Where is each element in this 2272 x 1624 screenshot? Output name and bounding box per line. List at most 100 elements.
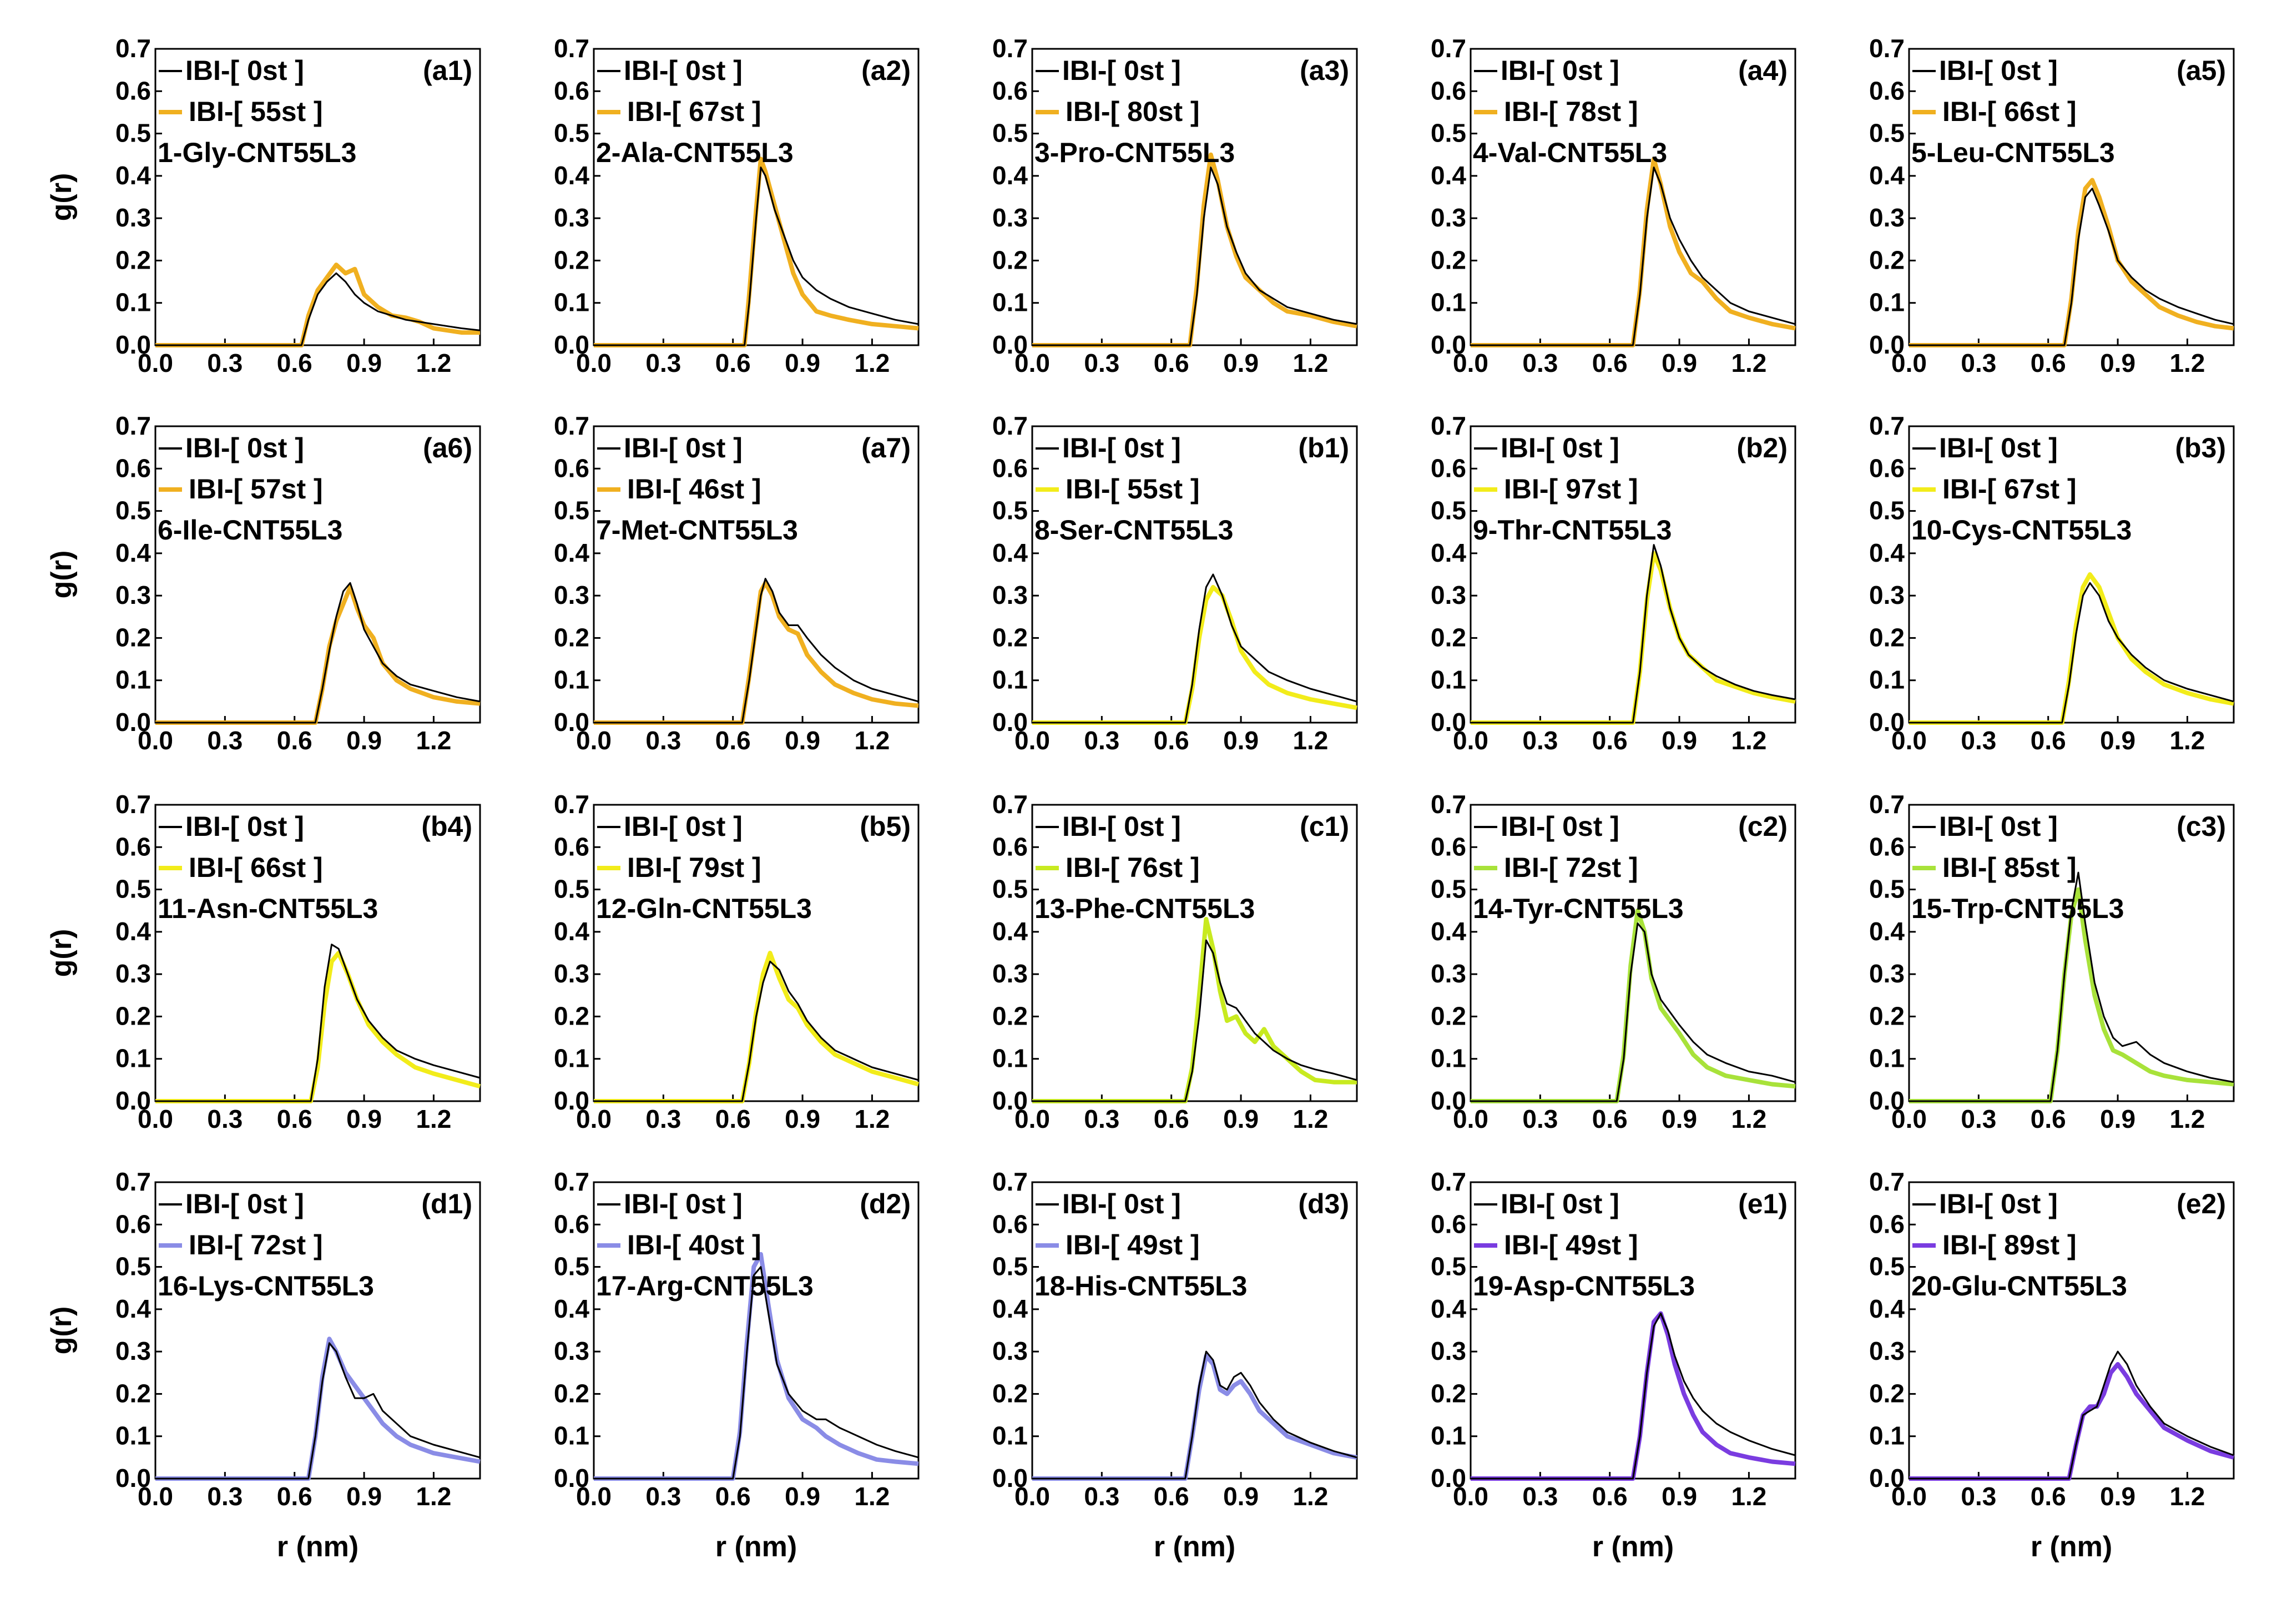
panel: 0.0 0.1 0.2 0.3 0.4 0.5 0.6 0.7 0.0 0.3 0.6 0.9 1.2 I… (992, 34, 1358, 377)
y-tick-label: 0.7 (992, 1167, 1028, 1196)
x-tick-label: 0.9 (2100, 726, 2135, 755)
y-tick-label: 0.0 (992, 330, 1028, 359)
y-tick-label: 0.2 (554, 623, 589, 652)
panel: 0.0 0.1 0.2 0.3 0.4 0.5 0.6 0.7 0.0 0.3 0.6 0.9 1.2 I… (46, 1167, 481, 1563)
x-tick-label: 1.2 (416, 349, 451, 377)
x-tick-label: 0.9 (2100, 349, 2135, 377)
y-tick-label: 0.2 (1869, 1379, 1905, 1408)
system-label: 15-Trp-CNT55L3 (1911, 893, 2124, 924)
y-tick-label: 0.5 (1431, 119, 1466, 148)
x-tick-label: 0.6 (715, 1104, 751, 1133)
x-tick-label: 0.0 (138, 1482, 173, 1511)
y-tick-label: 0.5 (992, 119, 1028, 148)
legend-label-ibi: IBI-[ 97st ] (1504, 473, 1638, 505)
x-tick-label: 0.6 (2031, 349, 2066, 377)
y-tick-label: 0.2 (992, 1001, 1028, 1030)
x-tick-label: 0.9 (346, 726, 382, 755)
x-tick-label: 0.3 (1084, 1104, 1119, 1133)
y-tick-label: 0.6 (1431, 1209, 1466, 1238)
y-tick-label: 0.7 (992, 790, 1028, 819)
plot-frame (593, 48, 920, 346)
ibi-series-line (1471, 551, 1796, 725)
y-tick-label: 0.5 (1431, 496, 1466, 525)
y-tick-label: 0.1 (115, 1421, 151, 1450)
y-tick-label: 0.2 (115, 1001, 151, 1030)
x-tick-label: 0.3 (1522, 1482, 1558, 1511)
reference-series-line (155, 1342, 481, 1480)
panel-tag: (a1) (423, 55, 472, 86)
reference-series-line (1032, 167, 1357, 346)
x-tick-label: 0.0 (138, 349, 173, 377)
plot-frame (154, 425, 481, 724)
y-tick-label: 0.0 (554, 330, 589, 359)
y-tick-label: 0.1 (1869, 665, 1905, 694)
y-tick-label: 0.6 (1431, 453, 1466, 482)
x-tick-label: 0.6 (277, 1482, 312, 1511)
x-tick-label: 1.2 (2169, 1104, 2205, 1133)
x-tick-label: 0.6 (2031, 1482, 2066, 1511)
system-label: 16-Lys-CNT55L3 (158, 1270, 374, 1302)
panel: 0.0 0.1 0.2 0.3 0.4 0.5 0.6 0.7 0.0 0.3 0.6 0.9 1.2 I… (1869, 1167, 2235, 1563)
x-tick-label: 0.6 (1154, 1482, 1189, 1511)
x-tick-label: 0.9 (346, 349, 382, 377)
plot-frame (1031, 48, 1358, 346)
y-tick-label: 0.4 (1431, 161, 1466, 190)
y-tick-label: 0.5 (1869, 496, 1905, 525)
y-tick-label: 0.2 (554, 1001, 589, 1030)
y-tick-label: 0.3 (1431, 1336, 1466, 1365)
y-tick-label: 0.0 (554, 1464, 589, 1492)
plot-frame (593, 804, 920, 1102)
y-tick-label: 0.0 (1431, 330, 1466, 359)
x-tick-label: 0.3 (1522, 349, 1558, 377)
plot-frame (1470, 425, 1796, 724)
panel-tag: (d2) (860, 1188, 911, 1219)
x-tick-label: 1.2 (2169, 726, 2205, 755)
y-tick-label: 0.5 (1431, 1252, 1466, 1281)
x-tick-label: 1.2 (1292, 349, 1328, 377)
system-label: 2-Ala-CNT55L3 (596, 137, 794, 168)
ibi-series-line (594, 581, 919, 725)
ibi-series-line (594, 951, 920, 1103)
x-tick-label: 0.9 (1662, 1104, 1697, 1133)
y-tick-label: 0.1 (1869, 1421, 1905, 1450)
x-tick-label: 0.6 (1154, 1104, 1189, 1133)
x-tick-label: 0.0 (1453, 349, 1488, 377)
y-tick-label: 0.7 (115, 1167, 151, 1196)
y-tick-label: 0.3 (1431, 203, 1466, 232)
legend-label-ibi: IBI-[ 67st ] (1942, 473, 2077, 505)
y-tick-label: 0.4 (115, 1294, 151, 1323)
x-tick-label: 0.6 (1154, 349, 1189, 377)
legend-label-ibi: IBI-[ 49st ] (1504, 1229, 1638, 1260)
x-tick-label: 1.2 (1292, 1482, 1328, 1511)
x-tick-label: 1.2 (416, 1482, 451, 1511)
y-tick-label: 0.6 (1869, 76, 1905, 105)
x-tick-label: 0.0 (1453, 1482, 1488, 1511)
y-tick-label: 0.3 (115, 581, 151, 609)
y-tick-label: 0.7 (554, 34, 589, 63)
y-tick-label: 0.4 (554, 917, 589, 946)
x-tick-label: 0.0 (576, 726, 612, 755)
panel-tag: (a6) (423, 432, 472, 463)
plot-frame (1470, 804, 1796, 1102)
y-tick-label: 0.7 (115, 34, 151, 63)
x-tick-label: 0.0 (1014, 349, 1050, 377)
y-tick-label: 0.1 (115, 288, 151, 317)
x-tick-label: 1.2 (854, 1104, 890, 1133)
plot-frame (1908, 425, 2235, 724)
y-tick-label: 0.3 (1869, 203, 1905, 232)
panel-tag: (a5) (2177, 55, 2226, 86)
panel: 0.0 0.1 0.2 0.3 0.4 0.5 0.6 0.7 0.0 0.3 0.6 0.9 1.2 I… (1869, 411, 2235, 755)
y-tick-label: 0.6 (115, 76, 151, 105)
plot-frame (154, 48, 481, 346)
legend-label-reference: IBI-[ 0st ] (1062, 811, 1181, 842)
panel-tag: (e1) (1738, 1188, 1788, 1219)
y-tick-label: 0.1 (554, 288, 589, 317)
x-tick-label: 0.0 (1453, 726, 1488, 755)
x-tick-label: 0.3 (1522, 726, 1558, 755)
legend-label-reference: IBI-[ 0st ] (624, 55, 743, 86)
ibi-series-line (1909, 178, 2234, 347)
legend-label-ibi: IBI-[ 66st ] (189, 852, 323, 883)
x-tick-label: 0.9 (785, 726, 820, 755)
y-tick-label: 0.4 (115, 917, 151, 946)
y-tick-label: 0.7 (1431, 1167, 1466, 1196)
